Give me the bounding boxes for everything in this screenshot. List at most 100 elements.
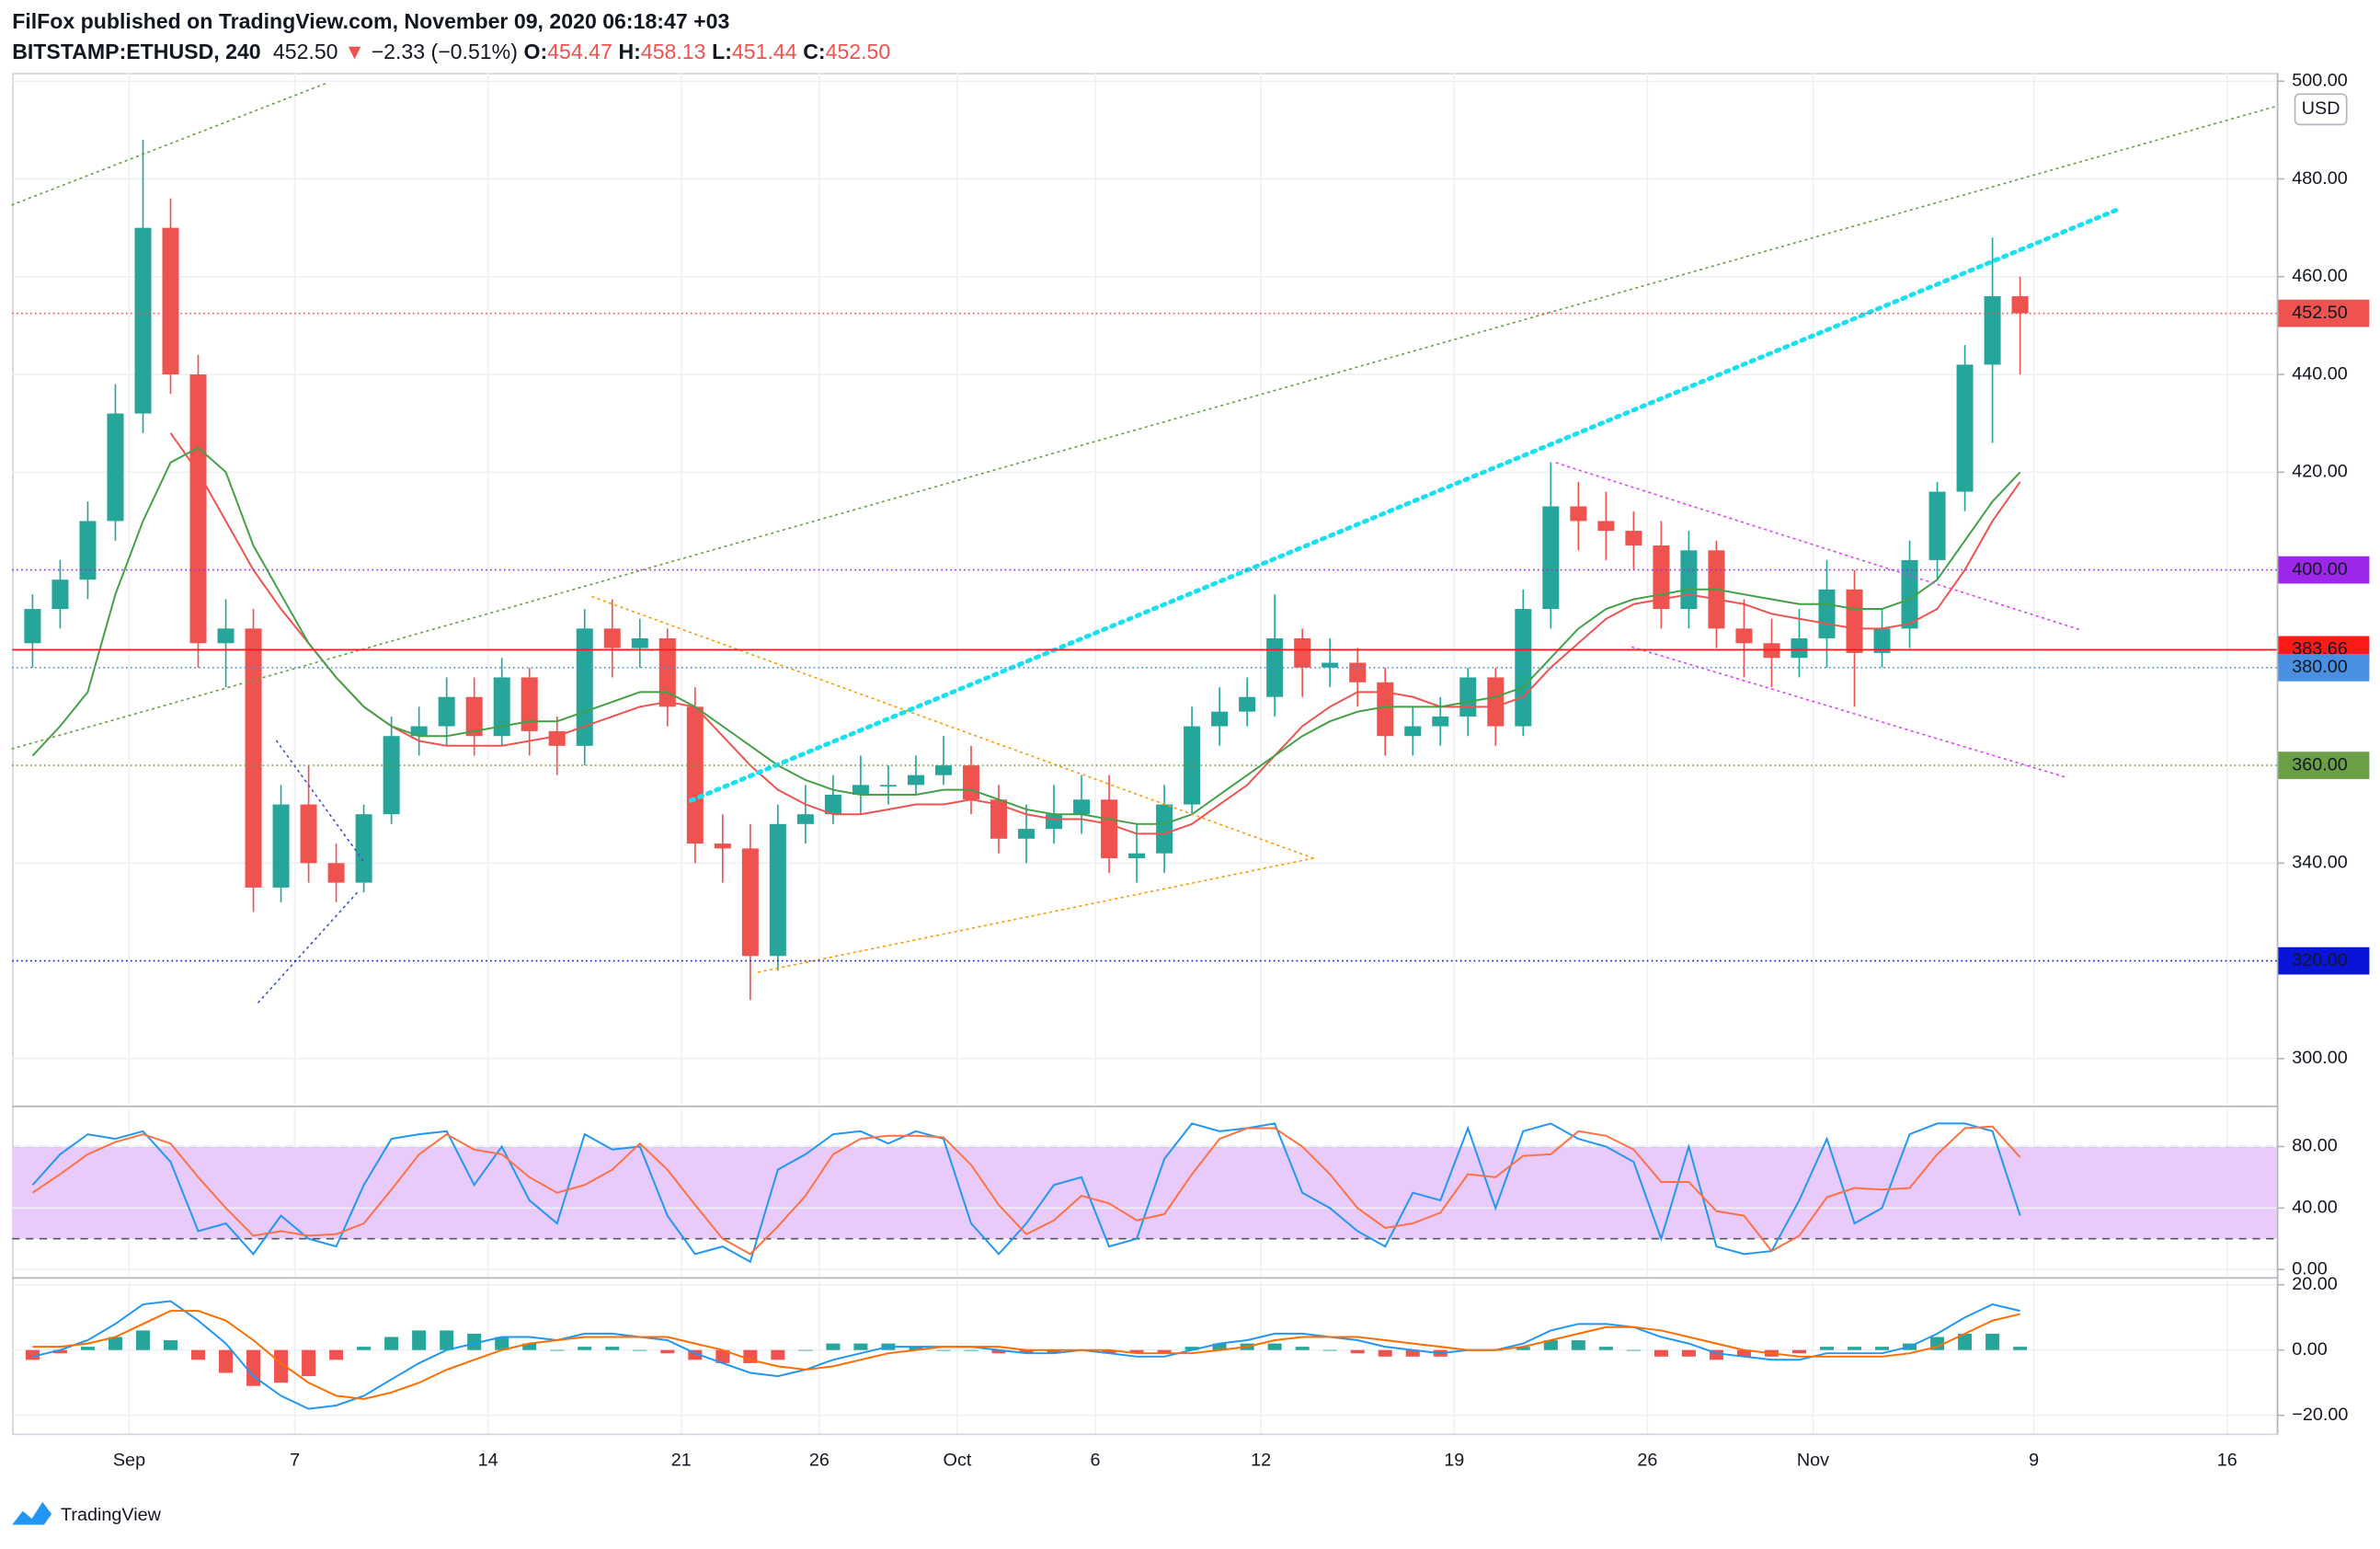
histogram-bar <box>1985 1333 2000 1350</box>
candle-body <box>1239 696 1256 712</box>
histogram-bar <box>1212 1343 1227 1350</box>
candle-body <box>907 774 924 786</box>
histogram-bar <box>412 1330 427 1350</box>
candle-body <box>438 696 455 727</box>
histogram-bar <box>1875 1347 1890 1350</box>
histogram-bar <box>357 1347 372 1350</box>
candle-body <box>1377 682 1394 737</box>
histogram-bar <box>522 1343 537 1350</box>
change-arrow: ▼ <box>344 40 365 63</box>
candle-body <box>934 765 952 775</box>
histogram-bar <box>771 1349 785 1360</box>
ohlc-key: H: <box>618 40 640 63</box>
symbol-line: BITSTAMP:ETHUSD, 240 452.50 ▼ −2.33 (−0.51%… <box>12 40 890 63</box>
x-tick-label: 16 <box>2217 1450 2237 1470</box>
histogram-bar <box>1819 1347 1834 1350</box>
candle-body <box>658 637 676 707</box>
y-tick-label: 20.00 <box>2292 1274 2338 1294</box>
band-fill <box>12 1146 2277 1239</box>
price-badge <box>2278 556 2370 584</box>
ohlc-key: O: <box>524 40 548 63</box>
ohlc-value: 452.50 <box>826 40 891 63</box>
trend-line <box>758 857 1315 973</box>
histogram-bar <box>688 1349 703 1360</box>
candle-body <box>631 637 648 648</box>
x-tick-label: Oct <box>944 1450 972 1470</box>
candle-body <box>796 814 814 824</box>
currency-box[interactable] <box>2294 93 2348 126</box>
x-tick-label: 6 <box>1091 1450 1101 1470</box>
candle-body <box>1625 531 1642 546</box>
histogram-bar <box>191 1349 206 1360</box>
candle-body <box>1791 637 1808 659</box>
histogram-bar <box>135 1330 150 1350</box>
histogram-bar <box>440 1330 454 1350</box>
histogram-bar <box>1322 1349 1337 1351</box>
histogram-bar <box>467 1333 482 1350</box>
candle-body <box>686 706 704 844</box>
x-tick-label: Nov <box>1797 1450 1829 1470</box>
ohlc-value: 451.44 <box>732 40 797 63</box>
histogram-bar <box>1267 1343 1282 1350</box>
indicator-line <box>32 1310 2020 1400</box>
candle-body <box>1680 550 1698 610</box>
brand: TradingView <box>12 1501 162 1525</box>
histogram-bar <box>1047 1349 1061 1354</box>
histogram-bar <box>1405 1349 1420 1357</box>
histogram-bar <box>1129 1349 1144 1354</box>
candle-body <box>1846 589 1863 653</box>
candle-body <box>1073 799 1091 815</box>
histogram-bar <box>1102 1349 1116 1354</box>
moving-average <box>31 446 2021 825</box>
candle-body <box>2011 296 2029 314</box>
candle-body <box>134 227 152 414</box>
x-tick-label: 26 <box>809 1450 830 1470</box>
histogram-bar <box>633 1349 647 1351</box>
y-tick-label: 0.00 <box>2292 1339 2328 1360</box>
histogram-bar <box>80 1347 95 1350</box>
trend-line <box>591 595 1315 859</box>
y-tick-label: 40.00 <box>2292 1198 2338 1218</box>
price-badge-label: 452.50 <box>2292 303 2348 323</box>
x-tick-label: Sep <box>113 1450 145 1470</box>
candle-body <box>410 726 428 737</box>
trend-line <box>275 740 366 864</box>
last-price: 452.50 <box>273 40 338 63</box>
histogram-bar <box>384 1337 399 1350</box>
candle-body <box>1515 609 1532 727</box>
histogram-bar <box>302 1349 316 1377</box>
price-badge <box>2278 299 2370 327</box>
candle-body <box>1294 637 1311 668</box>
ohlc-key: C: <box>803 40 825 63</box>
price-badge <box>2278 653 2370 682</box>
histogram-bar <box>715 1349 730 1363</box>
candle-body <box>272 804 290 888</box>
histogram-bar <box>578 1347 592 1350</box>
candle-body <box>107 413 124 522</box>
price-badge-label: 360.00 <box>2292 754 2348 774</box>
histogram-bar <box>1653 1349 1668 1357</box>
ohlc-key: L: <box>712 40 732 63</box>
candle-body <box>1901 559 1918 629</box>
candle-body <box>1542 506 1560 610</box>
candle-body <box>741 848 759 957</box>
candle-body <box>852 785 869 795</box>
y-tick-label: 340.00 <box>2292 853 2348 873</box>
histogram-bar <box>936 1349 951 1351</box>
ohlc-value: 454.47 <box>547 40 612 63</box>
histogram-bar <box>1958 1333 1973 1350</box>
x-tick-label: 12 <box>1251 1450 1271 1470</box>
histogram-bar <box>1378 1349 1392 1357</box>
candle-body <box>521 677 538 731</box>
trend-line <box>1631 646 2068 779</box>
price-badge-label: 380.00 <box>2292 657 2348 677</box>
candle-body <box>1349 662 1367 683</box>
candle-body <box>327 863 345 883</box>
y-tick-label: −20.00 <box>2292 1405 2348 1425</box>
candle-body <box>1984 296 2001 365</box>
histogram-bar <box>1571 1340 1585 1350</box>
candle-body <box>603 628 621 648</box>
candle-body <box>1597 521 1615 532</box>
histogram-bar <box>1681 1349 1696 1357</box>
